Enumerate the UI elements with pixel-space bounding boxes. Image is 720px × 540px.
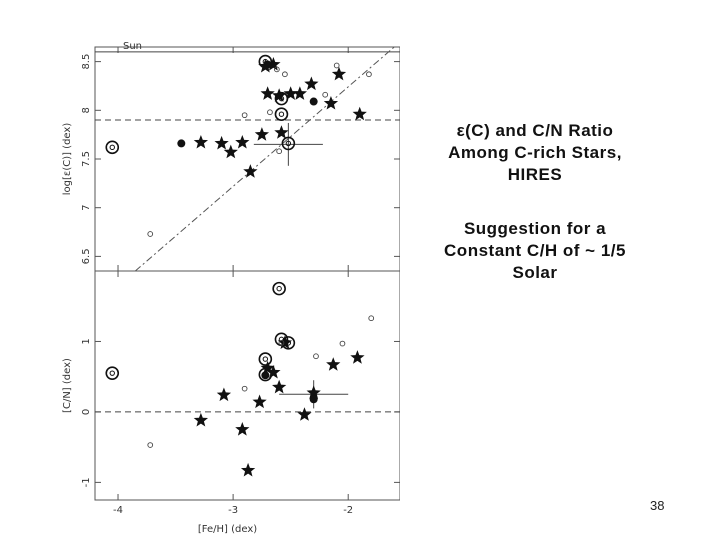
x-axis-label: [Fe/H] (dex): [198, 524, 257, 535]
star-point: [266, 364, 281, 379]
small-circle-point: [241, 112, 248, 119]
small-circle-point: [278, 340, 285, 346]
star-point: [274, 125, 289, 139]
star-point: [260, 360, 275, 375]
star-point: [235, 134, 250, 149]
open-circle-point: [281, 136, 296, 151]
star-point: [277, 335, 293, 349]
open-circle-point-inner: [285, 140, 292, 147]
subtitle-line-3: Solar: [512, 263, 558, 282]
open-circle-point-inner: [109, 370, 115, 376]
star-point: [254, 127, 270, 141]
small-circle-point: [241, 385, 248, 392]
title-line-2: Among C-rich Stars,: [448, 143, 622, 162]
open-circle-point-inner: [109, 144, 115, 151]
open-circle-point: [272, 281, 286, 296]
open-circle-point: [258, 367, 273, 382]
page-number: 38: [650, 498, 665, 513]
figure-plot: 6.5 7 7.5 8 8.5 log[ε(C)] (dex) Sun -1 0 1 -4 -3 -2…: [62, 41, 400, 535]
star-point: [304, 76, 319, 91]
dashdot-line: [134, 46, 395, 272]
star-point: [292, 86, 307, 100]
subtitle-line-2: Constant C/H of ~ 1/5: [444, 241, 626, 260]
y-tick-label: 6.5: [81, 248, 92, 264]
star-point: [243, 164, 258, 178]
panel-top-carbon-abundance: 6.5 7 7.5 8 8.5 log[ε(C)] (dex) Sun: [62, 41, 400, 272]
open-circle-point: [274, 107, 289, 121]
small-circle-point: [322, 91, 329, 98]
star-point: [223, 144, 238, 159]
star-point: [331, 66, 347, 81]
y-tick-label: 7: [81, 205, 92, 211]
subtitle-line-1: Suggestion for a: [463, 219, 607, 238]
small-circle-point: [333, 62, 340, 69]
open-circle-point-inner: [262, 356, 269, 362]
star-point: [240, 462, 256, 477]
star-point: [266, 57, 281, 71]
y-tick-label: -1: [81, 477, 92, 487]
star-point: [272, 379, 287, 394]
small-circle-point: [282, 71, 288, 78]
open-circle-point: [281, 336, 296, 350]
open-circle-point: [274, 91, 289, 106]
open-circle-point-inner: [262, 58, 269, 65]
small-circle-point: [313, 353, 319, 360]
title-line-1: ε(C) and C/N Ratio: [456, 121, 614, 140]
star-point: [306, 385, 321, 399]
star-point: [297, 407, 312, 421]
star-point: [260, 86, 275, 100]
star-point: [326, 357, 341, 371]
y-axis-label: [C/N] (dex): [62, 358, 73, 413]
star-point: [214, 135, 229, 150]
star-point: [252, 394, 267, 409]
x-tick-label: -3: [228, 505, 238, 516]
small-circle-point: [339, 340, 346, 347]
small-circle-point: [366, 71, 372, 78]
star-point: [283, 86, 298, 100]
small-circle-point: [147, 442, 154, 448]
filled-circle-point: [309, 97, 318, 106]
star-point: [272, 88, 287, 102]
small-circle-point: [276, 148, 283, 155]
y-tick-label: 7.5: [81, 151, 92, 167]
small-circle-point: [147, 231, 154, 237]
star-point: [216, 387, 232, 402]
title-line-3: HIRES: [507, 165, 563, 184]
sun-label: Sun: [123, 41, 142, 52]
filled-circle-point: [177, 139, 186, 148]
slide-subtitle: Suggestion for a Constant C/H of ~ 1/5 S…: [415, 218, 655, 284]
x-tick-label: -4: [113, 505, 123, 516]
open-circle-point-inner: [278, 95, 285, 102]
open-circle-point: [105, 140, 120, 155]
star-point: [323, 95, 339, 110]
open-circle-point-inner: [276, 285, 282, 292]
open-circle-point-inner: [262, 371, 269, 378]
open-circle-point: [258, 54, 273, 69]
star-point: [352, 106, 367, 121]
star-point: [193, 134, 209, 149]
panel-bottom-cn-ratio: -1 0 1 -4 -3 -2 [C/N] (dex) [Fe/H] (dex): [62, 270, 400, 535]
y-tick-label: 8.5: [81, 54, 92, 70]
filled-circle-point: [309, 395, 318, 404]
star-point: [235, 422, 250, 436]
small-circle-point: [267, 109, 273, 116]
star-point: [193, 412, 209, 427]
open-circle-point: [258, 352, 273, 366]
panel-frame: [94, 46, 400, 272]
y-axis-label: log[ε(C)] (dex): [62, 123, 73, 196]
open-circle-point-inner: [285, 340, 292, 346]
y-tick-label: 1: [81, 338, 92, 344]
small-circle-point: [368, 315, 375, 322]
small-circle-point: [273, 66, 280, 73]
panel-frame: [94, 270, 400, 501]
slide-title: ε(C) and C/N Ratio Among C-rich Stars, H…: [415, 120, 655, 186]
star-point: [350, 350, 365, 364]
open-circle-point-inner: [278, 111, 285, 117]
open-circle-point: [105, 366, 120, 380]
y-tick-label: 0: [81, 409, 92, 415]
x-tick-label: -2: [343, 505, 353, 516]
y-tick-label: 8: [81, 107, 92, 113]
